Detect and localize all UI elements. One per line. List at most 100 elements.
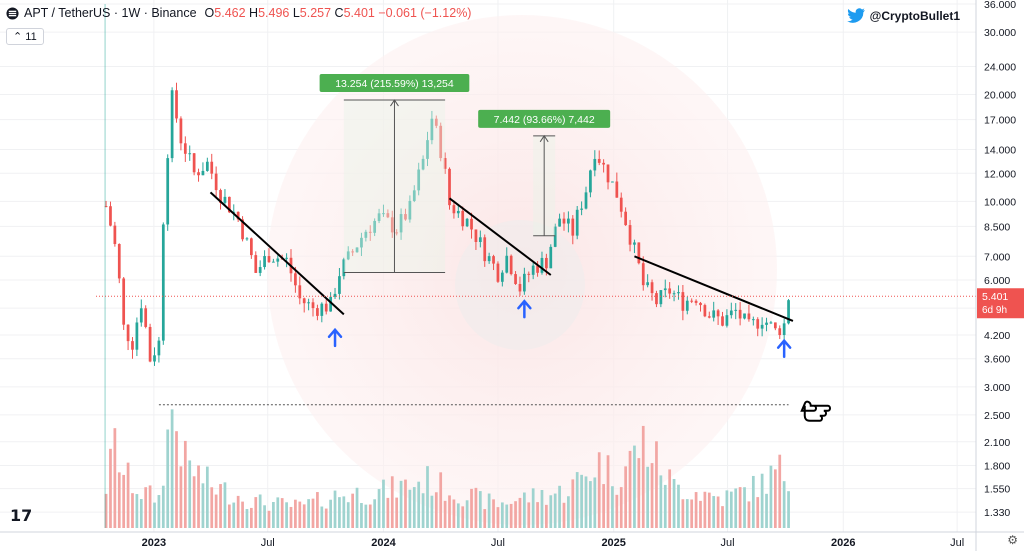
candle-body[interactable] [751, 319, 755, 321]
candle-body[interactable] [443, 158, 447, 169]
candle-body[interactable] [122, 278, 126, 325]
candle-body[interactable] [672, 293, 676, 295]
candle-body[interactable] [650, 282, 654, 294]
candle-body[interactable] [646, 282, 650, 286]
candle-body[interactable] [597, 158, 601, 163]
candle-body[interactable] [360, 237, 363, 248]
candle-body[interactable] [250, 238, 253, 256]
candle-body[interactable] [404, 214, 407, 220]
candle-body[interactable] [712, 310, 716, 318]
candle-body[interactable] [624, 211, 628, 226]
candle-body[interactable] [602, 162, 605, 165]
candle-body[interactable] [430, 118, 434, 141]
candle-body[interactable] [329, 296, 332, 312]
candle-body[interactable] [703, 305, 707, 317]
candle-body[interactable] [166, 158, 170, 225]
candle-body[interactable] [139, 308, 143, 323]
candle-body[interactable] [364, 231, 368, 238]
candle-body[interactable] [716, 310, 720, 317]
candle-body[interactable] [161, 224, 165, 341]
candle-body[interactable] [782, 323, 786, 336]
candle-body[interactable] [685, 300, 689, 311]
candle-body[interactable] [769, 322, 773, 324]
candle-body[interactable] [699, 302, 702, 306]
candle-body[interactable] [514, 274, 517, 284]
candle-body[interactable] [778, 328, 782, 336]
candle-body[interactable] [531, 265, 535, 275]
candle-body[interactable] [773, 322, 777, 329]
candle-body[interactable] [117, 244, 121, 279]
candle-body[interactable] [474, 229, 478, 243]
candle-body[interactable] [316, 308, 319, 316]
candle-body[interactable] [571, 218, 575, 236]
candle-body[interactable] [373, 220, 377, 233]
candle-body[interactable] [135, 322, 139, 350]
candle-body[interactable] [721, 316, 724, 326]
candle-body[interactable] [448, 168, 451, 206]
candle-body[interactable] [655, 293, 658, 305]
candle-body[interactable] [368, 231, 372, 233]
candle-body[interactable] [545, 257, 548, 269]
candle-body[interactable] [492, 256, 495, 264]
candle-body[interactable] [377, 213, 381, 221]
candle-body[interactable] [787, 300, 790, 324]
candle-body[interactable] [725, 315, 729, 326]
candle-body[interactable] [276, 258, 280, 262]
candle-body[interactable] [681, 292, 685, 311]
candle-body[interactable] [205, 161, 209, 171]
candle-body[interactable] [760, 324, 764, 329]
candle-body[interactable] [611, 181, 614, 183]
candle-body[interactable] [668, 288, 672, 294]
price-axis[interactable]: 36.000 30.000 24.000 20.000 17.000 14.000 12.0… [975, 0, 1024, 551]
candle-body[interactable] [197, 172, 200, 176]
candle-body[interactable] [302, 298, 306, 304]
candle-body[interactable] [263, 256, 266, 268]
candle-body[interactable] [236, 211, 240, 220]
candle-body[interactable] [633, 242, 636, 245]
candle-body[interactable] [589, 170, 592, 193]
candle-body[interactable] [558, 218, 561, 227]
candle-body[interactable] [580, 208, 583, 210]
candle-body[interactable] [540, 257, 544, 273]
time-axis[interactable]: 2023 Jul 2024 Jul 2025 Jul 2026 Jul [0, 531, 1024, 549]
candle-body[interactable] [734, 309, 738, 311]
candle-body[interactable] [606, 164, 610, 183]
candle-body[interactable] [307, 302, 310, 304]
candle-body[interactable] [562, 218, 566, 224]
candle-body[interactable] [527, 273, 531, 275]
candle-body[interactable] [346, 251, 350, 260]
candle-body[interactable] [412, 190, 416, 201]
candle-body[interactable] [254, 255, 258, 273]
candle-body[interactable] [179, 118, 183, 144]
candle-body[interactable] [153, 355, 156, 362]
candle-body[interactable] [183, 143, 187, 154]
candle-body[interactable] [272, 261, 275, 263]
candle-body[interactable] [663, 288, 667, 291]
candle-body[interactable] [285, 257, 288, 259]
candle-body[interactable] [690, 300, 694, 302]
tradingview-logo[interactable]: 17 [10, 506, 33, 525]
candle-body[interactable] [395, 232, 399, 234]
candle-body[interactable] [470, 218, 473, 230]
symbol-title[interactable]: APT / TetherUS · 1W · Binance [24, 6, 197, 20]
candle-body[interactable] [483, 237, 487, 262]
candle-body[interactable] [659, 290, 663, 305]
candle-body[interactable] [333, 293, 337, 297]
candle-body[interactable] [338, 276, 341, 294]
candle-body[interactable] [465, 218, 469, 227]
candle-body[interactable] [210, 161, 214, 174]
candle-body[interactable] [452, 205, 456, 214]
candle-body[interactable] [765, 322, 768, 325]
candle-body[interactable] [509, 255, 513, 275]
candle-body[interactable] [324, 303, 328, 312]
candle-body[interactable] [298, 285, 302, 299]
candle-body[interactable] [294, 273, 297, 286]
candle-body[interactable] [641, 263, 645, 286]
candle-body[interactable] [148, 326, 152, 362]
candle-body[interactable] [320, 303, 324, 316]
candle-body[interactable] [707, 316, 711, 318]
candle-body[interactable] [619, 197, 623, 212]
candle-body[interactable] [456, 210, 460, 214]
gear-icon[interactable]: ⚙ [1007, 533, 1018, 547]
candle-body[interactable] [192, 153, 196, 173]
